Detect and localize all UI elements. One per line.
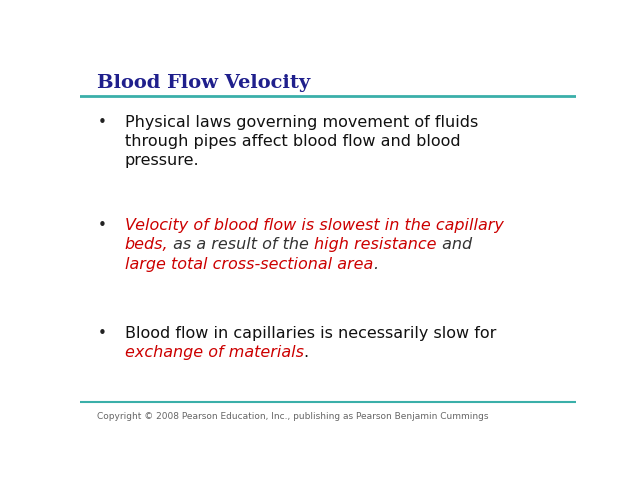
Text: Blood Flow Velocity: Blood Flow Velocity — [97, 74, 310, 92]
Text: through pipes affect blood flow and blood: through pipes affect blood flow and bloo… — [125, 134, 460, 149]
Text: beds,: beds, — [125, 238, 168, 252]
Text: and: and — [436, 238, 472, 252]
Text: exchange of materials: exchange of materials — [125, 345, 303, 360]
Text: Blood flow in capillaries is necessarily slow for: Blood flow in capillaries is necessarily… — [125, 325, 496, 341]
Text: pressure.: pressure. — [125, 153, 199, 168]
Text: .: . — [373, 256, 378, 272]
Text: large total cross-sectional area: large total cross-sectional area — [125, 256, 373, 272]
Text: as a result of the: as a result of the — [168, 238, 314, 252]
Text: Copyright © 2008 Pearson Education, Inc., publishing as Pearson Benjamin Cumming: Copyright © 2008 Pearson Education, Inc.… — [97, 412, 489, 420]
Text: high resistance: high resistance — [314, 238, 436, 252]
Text: •: • — [97, 115, 106, 130]
Text: •: • — [97, 325, 106, 341]
Text: Physical laws governing movement of fluids: Physical laws governing movement of flui… — [125, 115, 478, 130]
Text: Velocity of blood flow is slowest in the capillary: Velocity of blood flow is slowest in the… — [125, 218, 504, 233]
Text: .: . — [303, 345, 308, 360]
Text: •: • — [97, 218, 106, 233]
